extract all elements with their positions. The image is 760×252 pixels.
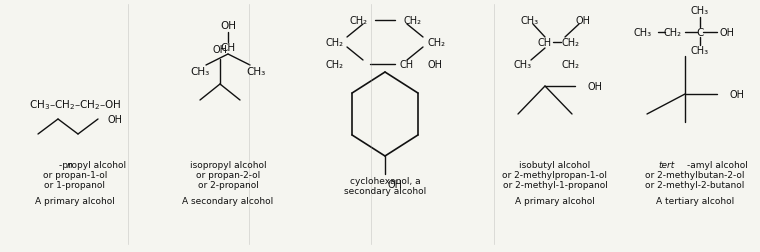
Text: CH₃: CH₃	[691, 6, 709, 16]
Text: OH: OH	[213, 45, 227, 55]
Text: CH₃: CH₃	[691, 46, 709, 56]
Text: OH: OH	[108, 115, 123, 124]
Text: A primary alcohol: A primary alcohol	[35, 196, 115, 205]
Text: OH: OH	[720, 28, 734, 38]
Text: CH₃: CH₃	[190, 67, 210, 77]
Text: OH: OH	[220, 21, 236, 31]
Text: CH₂: CH₂	[427, 38, 445, 48]
Text: OH: OH	[729, 90, 744, 100]
Text: CH$_3$–CH$_2$–CH$_2$–OH: CH$_3$–CH$_2$–CH$_2$–OH	[29, 98, 122, 111]
Text: tert: tert	[659, 161, 675, 170]
Text: A tertiary alcohol: A tertiary alcohol	[656, 196, 734, 205]
Text: or propan-1-ol: or propan-1-ol	[43, 171, 107, 180]
Text: C: C	[696, 28, 704, 38]
Text: CH₂: CH₂	[403, 16, 421, 26]
Text: CH: CH	[538, 38, 552, 48]
Text: or 1-propanol: or 1-propanol	[45, 181, 106, 190]
Text: A primary alcohol: A primary alcohol	[515, 196, 595, 205]
Text: CH₂: CH₂	[325, 60, 343, 70]
Text: CH: CH	[220, 43, 236, 53]
Text: OH: OH	[387, 179, 402, 189]
Text: OH: OH	[587, 82, 602, 92]
Text: OH: OH	[427, 60, 442, 70]
Text: CH₂: CH₂	[562, 38, 580, 48]
Text: A secondary alcohol: A secondary alcohol	[182, 196, 274, 205]
Text: n: n	[66, 161, 72, 170]
Text: CH₃: CH₃	[246, 67, 266, 77]
Text: CH: CH	[399, 60, 413, 70]
Text: CH₃: CH₃	[634, 28, 652, 38]
Text: CH₃: CH₃	[514, 60, 532, 70]
Text: cyclohexanol, a: cyclohexanol, a	[350, 176, 420, 185]
Text: isobutyl alcohol: isobutyl alcohol	[519, 161, 591, 170]
Text: CH₂: CH₂	[562, 60, 580, 70]
Text: or 2-methylpropan-1-ol: or 2-methylpropan-1-ol	[502, 171, 607, 180]
Text: OH: OH	[575, 16, 591, 26]
Text: CH₂: CH₂	[664, 28, 682, 38]
Text: or 2-propanol: or 2-propanol	[198, 181, 258, 190]
Text: -propyl alcohol: -propyl alcohol	[59, 161, 127, 170]
Text: isopropyl alcohol: isopropyl alcohol	[190, 161, 266, 170]
Text: CH₂: CH₂	[325, 38, 343, 48]
Text: CH₂: CH₂	[349, 16, 367, 26]
Text: or propan-2-ol: or propan-2-ol	[196, 171, 260, 180]
Text: CH₃: CH₃	[521, 16, 539, 26]
Text: or 2-methyl-2-butanol: or 2-methyl-2-butanol	[645, 181, 745, 190]
Text: -amyl alcohol: -amyl alcohol	[686, 161, 747, 170]
Text: secondary alcohol: secondary alcohol	[344, 186, 426, 195]
Text: or 2-methyl-1-propanol: or 2-methyl-1-propanol	[502, 181, 607, 190]
Text: or 2-methylbutan-2-ol: or 2-methylbutan-2-ol	[645, 171, 745, 180]
